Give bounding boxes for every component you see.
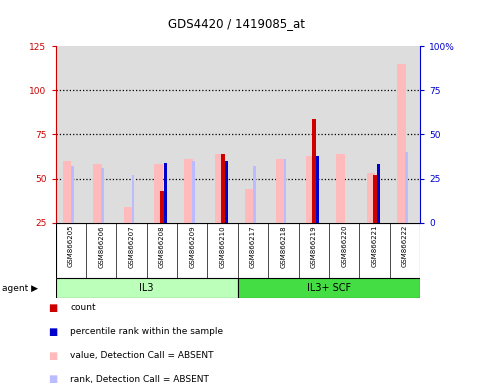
Bar [124,207,132,223]
FancyBboxPatch shape [56,278,238,298]
Text: agent ▶: agent ▶ [2,284,39,293]
Bar [284,159,286,223]
Bar [225,161,228,223]
Bar [367,173,375,223]
Bar [336,154,345,223]
Bar [221,154,225,223]
Bar [160,191,164,223]
Text: GSM866220: GSM866220 [341,225,347,267]
Bar [314,157,317,223]
Bar [373,175,377,223]
Text: GSM866205: GSM866205 [68,225,74,267]
Bar [63,161,71,223]
Bar [276,159,284,223]
Text: percentile rank within the sample: percentile rank within the sample [70,327,223,336]
Text: GSM866208: GSM866208 [159,225,165,268]
Bar [101,168,104,223]
Text: value, Detection Call = ABSENT: value, Detection Call = ABSENT [70,351,213,360]
Text: rank, Detection Call = ABSENT: rank, Detection Call = ABSENT [70,375,209,384]
Text: count: count [70,303,96,313]
Bar [253,166,256,223]
Bar [397,64,406,223]
Text: GSM866218: GSM866218 [281,225,286,268]
Text: ■: ■ [48,351,57,361]
Text: GSM866221: GSM866221 [371,225,378,267]
Bar [71,166,73,223]
Bar [192,161,195,223]
Bar [245,189,254,223]
Bar [154,164,162,223]
Text: ■: ■ [48,374,57,384]
Bar [405,152,408,223]
Bar [377,164,380,223]
Bar [185,159,193,223]
Text: GSM866222: GSM866222 [402,225,408,267]
Text: GSM866209: GSM866209 [189,225,195,268]
Bar [215,154,223,223]
Text: IL3: IL3 [140,283,154,293]
Bar [223,164,226,223]
Text: GDS4420 / 1419085_at: GDS4420 / 1419085_at [168,17,305,30]
FancyBboxPatch shape [238,278,420,298]
Text: GSM866219: GSM866219 [311,225,317,268]
Text: ■: ■ [48,327,57,337]
Text: GSM866210: GSM866210 [220,225,226,268]
Bar [306,156,314,223]
Text: GSM866207: GSM866207 [128,225,135,268]
Bar [312,119,316,223]
Text: GSM866206: GSM866206 [98,225,104,268]
Bar [165,163,167,223]
Text: IL3+ SCF: IL3+ SCF [307,283,351,293]
Bar [93,164,102,223]
Bar [316,156,319,223]
Bar [132,175,134,223]
Text: GSM866217: GSM866217 [250,225,256,268]
Text: ■: ■ [48,303,57,313]
